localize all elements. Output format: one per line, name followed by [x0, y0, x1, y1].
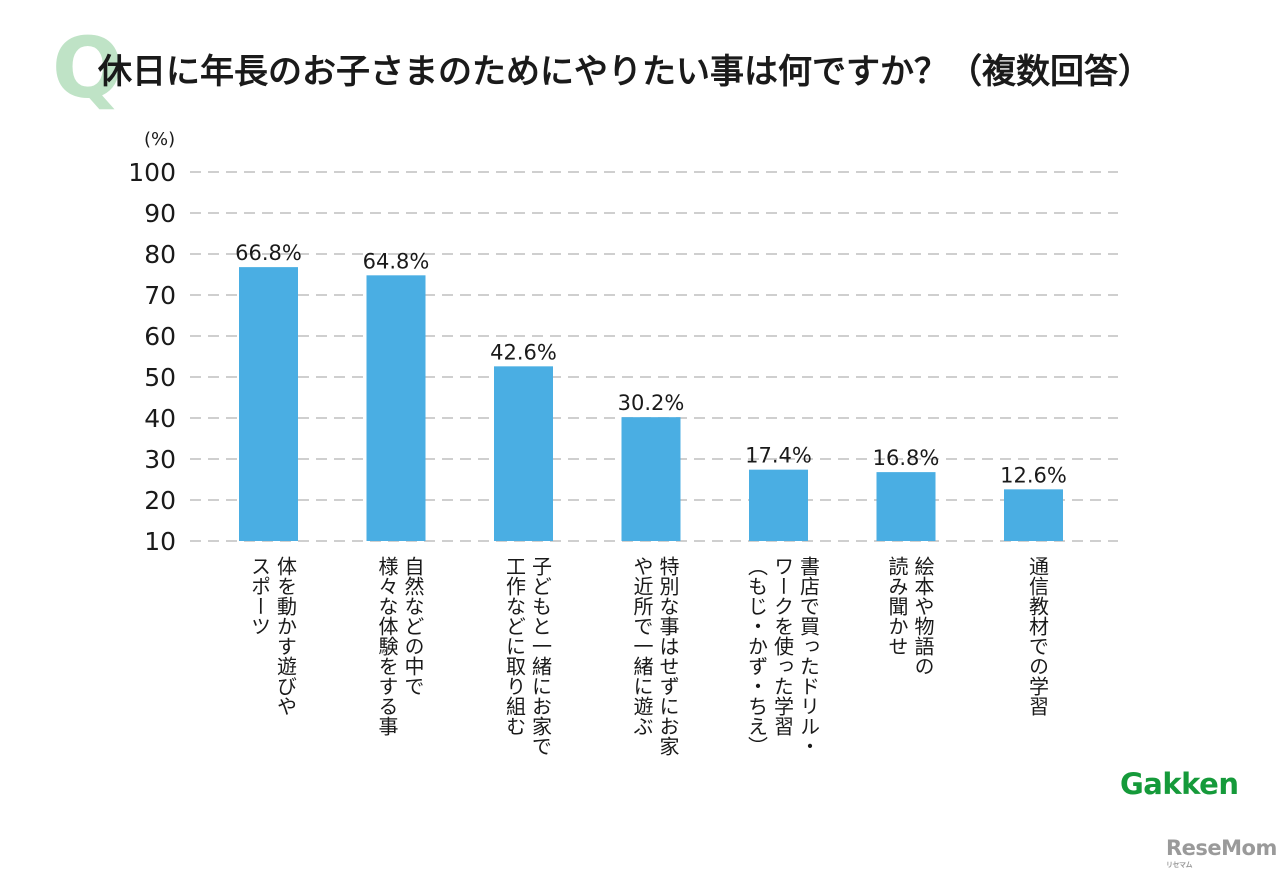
question-mark-logo: Q: [52, 19, 124, 117]
bar: [621, 417, 681, 541]
x-category-label: 体を動かす遊びや スポーツ: [247, 556, 298, 716]
bar: [876, 472, 936, 541]
bar-value-label: 42.6%: [490, 340, 557, 364]
bar-value-label: 64.8%: [363, 249, 430, 273]
resemom-watermark: ReseMomリセマム: [1166, 836, 1277, 869]
bar: [749, 469, 808, 541]
bar-value-label: 17.4%: [745, 444, 812, 468]
y-tick-label: 20: [144, 486, 176, 515]
y-tick-label: 80: [144, 240, 176, 269]
chart-title: 休日に年長のお子さまのためにやりたい事は何ですか？（複数回答）: [98, 52, 1152, 92]
bar-value-label: 66.8%: [235, 241, 302, 265]
y-tick-label: 90: [144, 199, 176, 228]
y-tick-label: 30: [144, 445, 176, 474]
x-category-label: 絵本や物語の 読み聞かせ: [885, 556, 935, 676]
y-tick-label: 50: [144, 363, 176, 392]
y-tick-label: 40: [144, 404, 176, 433]
bar: [1004, 489, 1063, 541]
gakken-logo: Gakken: [1120, 767, 1239, 801]
y-tick-label: 60: [144, 322, 176, 351]
x-category-label: 通信教材での学習: [1025, 556, 1050, 716]
bar-value-label: 30.2%: [618, 391, 685, 415]
x-category-label: 書店で買ったドリル・ ワークを使った学習 （もじ・かず・ちえ）: [744, 556, 821, 756]
bar: [239, 267, 298, 541]
y-tick-label: 10: [144, 527, 176, 556]
y-tick-label: 70: [144, 281, 176, 310]
x-category-label: 自然などの中で 様々な体験をする事: [375, 556, 425, 736]
x-category-label: 子どもと一緒にお家で 工作などに取り組む: [502, 556, 553, 756]
bar-value-label: 16.8%: [873, 446, 940, 470]
y-tick-label: 100: [128, 158, 176, 187]
x-category-label: 特別な事はせずにお家 や近所で一緒に遊ぶ: [630, 556, 680, 756]
bar: [366, 275, 426, 541]
bar: [494, 366, 553, 541]
bar-value-label: 12.6%: [1000, 463, 1067, 487]
y-axis-unit-label: (%): [144, 129, 176, 150]
